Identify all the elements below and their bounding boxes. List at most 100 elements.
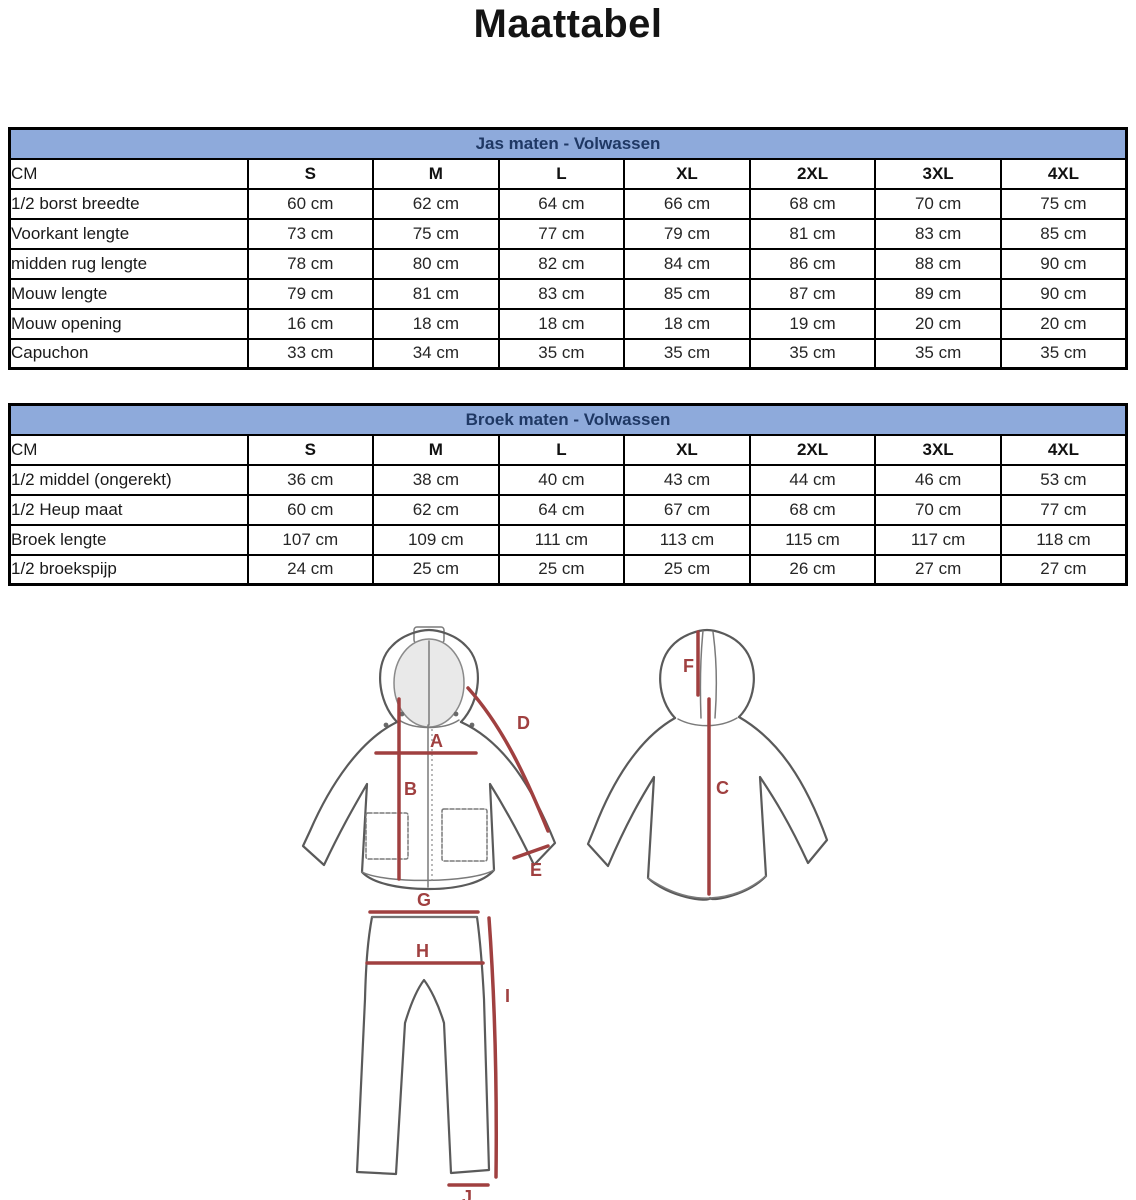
- jacket-front-outline: [301, 720, 557, 891]
- value-cell: 81 cm: [372, 277, 500, 310]
- measure-label-d: D: [517, 713, 530, 733]
- value-cell: 25 cm: [623, 553, 751, 586]
- table-row: 1/2 borst breedte 60 cm 62 cm 64 cm 66 cm 68 …: [8, 187, 1128, 220]
- table-row: midden rug lengte 78 cm 80 cm 82 cm 84 cm 86 …: [8, 247, 1128, 280]
- value-cell: 27 cm: [999, 553, 1128, 586]
- value-cell: 24 cm: [246, 553, 375, 586]
- measurement-diagram: A B D E F C G H I J: [301, 626, 829, 1200]
- value-cell: 35 cm: [497, 337, 626, 370]
- measure-label-e: E: [530, 860, 542, 880]
- table-title-row: Broek maten - Volwassen: [8, 403, 1128, 436]
- size-header-cell: 4XL: [999, 157, 1128, 190]
- row-label-cell: Mouw lengte: [8, 277, 249, 310]
- value-cell: 20 cm: [874, 307, 1002, 340]
- jacket-front-hood: [379, 628, 479, 724]
- value-cell: 70 cm: [874, 187, 1002, 220]
- value-cell: 90 cm: [999, 277, 1128, 310]
- value-cell: 66 cm: [623, 187, 751, 220]
- value-cell: 79 cm: [246, 277, 375, 310]
- value-cell: 107 cm: [246, 523, 375, 556]
- value-cell: 60 cm: [246, 493, 375, 526]
- value-cell: 88 cm: [874, 247, 1002, 280]
- value-cell: 25 cm: [372, 553, 500, 586]
- unit-header-cell: CM: [8, 157, 249, 190]
- value-cell: 85 cm: [623, 277, 751, 310]
- value-cell: 18 cm: [372, 307, 500, 340]
- snap-dot: [453, 711, 459, 717]
- value-cell: 77 cm: [497, 217, 626, 250]
- value-cell: 73 cm: [246, 217, 375, 250]
- table-title-cell: Jas maten - Volwassen: [8, 127, 1128, 160]
- hood-chin-edge: [398, 719, 460, 729]
- value-cell: 85 cm: [999, 217, 1128, 250]
- value-cell: 44 cm: [748, 463, 877, 496]
- pocket-right: [441, 808, 488, 862]
- size-header-cell: 3XL: [874, 157, 1002, 190]
- value-cell: 79 cm: [623, 217, 751, 250]
- value-cell: 117 cm: [874, 523, 1002, 556]
- size-header-cell: XL: [623, 433, 751, 466]
- value-cell: 75 cm: [999, 187, 1128, 220]
- back-hem-edge: [647, 875, 767, 899]
- size-header-cell: XL: [623, 157, 751, 190]
- pants-diagram: G H I J: [355, 890, 510, 1200]
- value-cell: 70 cm: [874, 493, 1002, 526]
- value-cell: 35 cm: [623, 337, 751, 370]
- table-row: 1/2 Heup maat 60 cm 62 cm 64 cm 67 cm 68 cm 70…: [8, 493, 1128, 526]
- value-cell: 26 cm: [748, 553, 877, 586]
- value-cell: 40 cm: [497, 463, 626, 496]
- tables-section: Jas maten - Volwassen CM S M L XL 2XL 3XL 4XL 1/2…: [0, 127, 1136, 586]
- value-cell: 62 cm: [372, 187, 500, 220]
- row-label-cell: Mouw opening: [8, 307, 249, 340]
- table-title-cell: Broek maten - Volwassen: [8, 403, 1128, 436]
- size-header-cell: 3XL: [874, 433, 1002, 466]
- page-title: Maattabel: [473, 2, 663, 46]
- value-cell: 118 cm: [999, 523, 1128, 556]
- value-cell: 16 cm: [246, 307, 375, 340]
- value-cell: 18 cm: [623, 307, 751, 340]
- value-cell: 27 cm: [874, 553, 1002, 586]
- measure-label-j: J: [462, 1187, 472, 1200]
- value-cell: 111 cm: [497, 523, 626, 556]
- value-cell: 81 cm: [748, 217, 877, 250]
- value-cell: 89 cm: [874, 277, 1002, 310]
- row-label-cell: 1/2 borst breedte: [8, 187, 249, 220]
- hood-seam-right: [712, 631, 718, 719]
- value-cell: 68 cm: [748, 187, 877, 220]
- hood-seam-left: [699, 630, 704, 719]
- value-cell: 67 cm: [623, 493, 751, 526]
- jacket-size-table: Jas maten - Volwassen CM S M L XL 2XL 3XL 4XL 1/2…: [8, 127, 1128, 370]
- value-cell: 43 cm: [623, 463, 751, 496]
- table-row: Capuchon 33 cm 34 cm 35 cm 35 cm 35 cm 35 cm 35…: [8, 337, 1128, 370]
- value-cell: 35 cm: [874, 337, 1002, 370]
- value-cell: 36 cm: [246, 463, 375, 496]
- value-cell: 20 cm: [999, 307, 1128, 340]
- snap-dot: [399, 711, 405, 717]
- row-label-cell: Voorkant lengte: [8, 217, 249, 250]
- value-cell: 19 cm: [748, 307, 877, 340]
- measure-label-h: H: [416, 941, 429, 961]
- value-cell: 34 cm: [372, 337, 500, 370]
- value-cell: 62 cm: [372, 493, 500, 526]
- value-cell: 60 cm: [246, 187, 375, 220]
- value-cell: 25 cm: [497, 553, 626, 586]
- pants-size-table: Broek maten - Volwassen CM S M L XL 2XL 3XL 4XL 1…: [8, 403, 1128, 586]
- measure-label-a: A: [430, 731, 443, 751]
- table-row: Broek lengte 107 cm 109 cm 111 cm 113 cm 115 …: [8, 523, 1128, 556]
- size-header-row: CM S M L XL 2XL 3XL 4XL: [8, 433, 1128, 466]
- row-label-cell: midden rug lengte: [8, 247, 249, 280]
- value-cell: 64 cm: [497, 187, 626, 220]
- value-cell: 35 cm: [748, 337, 877, 370]
- size-header-cell: 2XL: [748, 433, 877, 466]
- size-header-cell: S: [246, 157, 375, 190]
- jacket-back-diagram: F C: [586, 628, 829, 901]
- measure-line-e: [512, 844, 550, 860]
- row-label-cell: 1/2 Heup maat: [8, 493, 249, 526]
- jacket-back-hood: [659, 628, 755, 720]
- unit-header-cell: CM: [8, 433, 249, 466]
- size-header-cell: 4XL: [999, 433, 1128, 466]
- value-cell: 18 cm: [497, 307, 626, 340]
- value-cell: 86 cm: [748, 247, 877, 280]
- value-cell: 53 cm: [999, 463, 1128, 496]
- value-cell: 80 cm: [372, 247, 500, 280]
